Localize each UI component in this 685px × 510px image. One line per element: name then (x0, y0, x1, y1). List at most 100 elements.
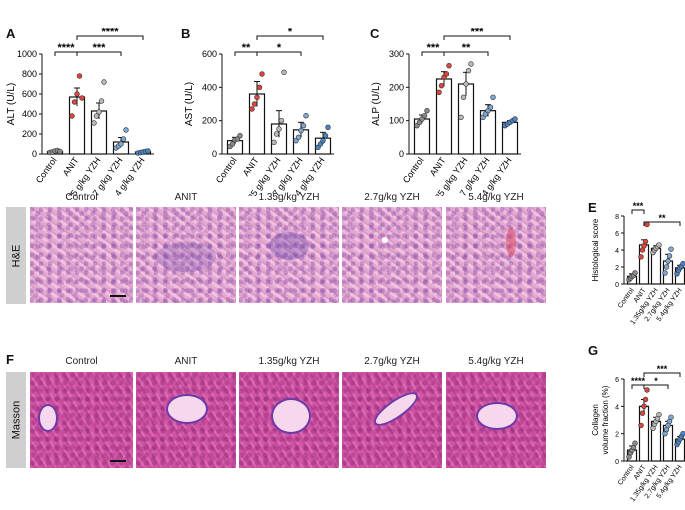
he-label-control: Control (65, 192, 98, 203)
data-point (641, 403, 647, 410)
masson-image-control (30, 372, 133, 468)
y-axis-label: ALP (U/L) (371, 82, 382, 126)
data-point (79, 95, 85, 101)
data-point (463, 81, 469, 87)
masson-label-mid: 2.7g/kg YZH (364, 356, 420, 367)
data-point (251, 101, 258, 107)
y-axis-label: ALT (U/L) (6, 83, 17, 125)
data-point (436, 89, 442, 96)
data-point (656, 411, 662, 418)
y-tick-label: 4 (615, 404, 619, 411)
y-tick-label: 300 (389, 49, 404, 59)
y-tick-label: 8 (615, 214, 619, 221)
significance-bracket (643, 372, 681, 377)
data-point (446, 62, 452, 69)
data-point (120, 136, 127, 142)
y-tick-label: 1000 (17, 49, 37, 59)
y-tick-label: 100 (389, 116, 404, 126)
data-point (298, 127, 304, 134)
significance-label: ** (462, 42, 471, 54)
data-point (276, 126, 282, 132)
category-label: ANIT (61, 155, 81, 178)
data-point (123, 127, 129, 133)
data-point (273, 131, 280, 137)
y-axis-label: AST (U/L) (184, 82, 195, 126)
panel-letter-f: F (6, 352, 14, 367)
data-point (668, 414, 674, 420)
masson-stain-label: Masson (10, 400, 22, 440)
significance-label: *** (633, 201, 644, 211)
masson-image-high (446, 372, 546, 468)
category-label: ANIT (428, 155, 448, 178)
y-tick-label: 4 (615, 248, 619, 255)
significance-label: * (288, 28, 293, 38)
masson-label-control: Control (65, 356, 98, 367)
masson-vessel (166, 394, 208, 424)
significance-label: **** (631, 376, 646, 386)
he-label-anit: ANIT (174, 192, 198, 203)
data-point (237, 132, 243, 139)
significance-label: ** (242, 42, 251, 54)
data-point (71, 99, 78, 105)
data-point (642, 238, 649, 245)
data-point (249, 106, 255, 112)
data-point (512, 116, 518, 122)
data-point (424, 107, 430, 114)
y-tick-label: 600 (202, 49, 217, 59)
significance-label: *** (471, 28, 485, 38)
significance-bracket (76, 51, 122, 56)
data-point (632, 270, 638, 276)
y-tick-label: 0 (399, 149, 404, 159)
y-tick-label: 600 (22, 89, 37, 99)
data-point (490, 94, 496, 101)
he-image-anit (136, 207, 236, 303)
panel-letter-a: A (6, 26, 16, 41)
significance-bracket (643, 384, 669, 389)
data-point (91, 120, 97, 126)
masson-label-low: 1.35g/kg YZH (258, 356, 320, 367)
data-point (98, 98, 105, 104)
data-point (642, 396, 649, 403)
significance-label: *** (427, 42, 441, 54)
data-point (665, 258, 671, 264)
significance-bracket (443, 35, 511, 40)
significance-label: **** (57, 42, 75, 54)
y-tick-label: 6 (615, 231, 619, 238)
category-label: Control (401, 155, 426, 185)
y-tick-label: 0 (615, 282, 619, 289)
data-point (57, 148, 63, 155)
masson-scale-bar (110, 460, 126, 462)
data-point (93, 113, 100, 119)
data-point (639, 410, 646, 416)
data-point (300, 122, 307, 129)
he-label-low: 1.35g/kg YZH (258, 192, 320, 203)
data-point (96, 109, 102, 115)
y-tick-label: 0 (32, 149, 37, 159)
data-point (644, 387, 650, 393)
significance-label: *** (657, 364, 668, 374)
significance-bracket (643, 221, 681, 226)
y-axis-label: Collagen (591, 404, 600, 436)
significance-bracket (631, 209, 645, 214)
category-label: ANIT (241, 155, 261, 178)
significance-bracket (256, 35, 324, 40)
significance-bracket (443, 51, 489, 56)
data-point (421, 112, 428, 119)
significance-label: **** (101, 28, 119, 38)
data-point (632, 440, 638, 446)
data-point (320, 137, 326, 144)
data-point (254, 94, 260, 101)
he-label-high: 5.4g/kg YZH (468, 192, 524, 203)
y-tick-label: 200 (202, 116, 217, 126)
masson-vessel (476, 402, 518, 430)
data-point (101, 79, 107, 85)
significance-label: *** (93, 42, 107, 54)
y-tick-label: 2 (615, 265, 619, 272)
y-tick-label: 6 (615, 377, 619, 384)
masson-vessel (369, 386, 423, 432)
y-tick-label: 800 (22, 69, 37, 79)
data-point (662, 270, 668, 276)
he-image-mid (342, 207, 442, 303)
